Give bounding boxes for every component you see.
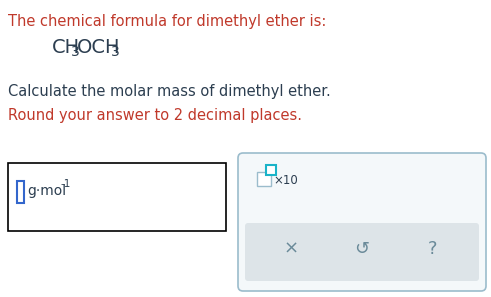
Text: -1: -1 bbox=[61, 179, 71, 189]
Text: g·mol: g·mol bbox=[27, 184, 66, 198]
Text: 3: 3 bbox=[111, 45, 120, 59]
Text: Calculate the molar mass of dimethyl ether.: Calculate the molar mass of dimethyl eth… bbox=[8, 84, 331, 99]
FancyBboxPatch shape bbox=[257, 172, 271, 186]
Text: ×: × bbox=[283, 240, 299, 258]
FancyBboxPatch shape bbox=[245, 223, 479, 281]
Text: OCH: OCH bbox=[77, 38, 120, 57]
Text: ?: ? bbox=[428, 240, 438, 258]
FancyBboxPatch shape bbox=[8, 163, 226, 231]
Text: ↺: ↺ bbox=[355, 240, 370, 258]
Text: CH: CH bbox=[52, 38, 80, 57]
Text: ×10: ×10 bbox=[273, 174, 298, 187]
Text: Round your answer to 2 decimal places.: Round your answer to 2 decimal places. bbox=[8, 108, 302, 123]
FancyBboxPatch shape bbox=[17, 181, 24, 203]
FancyBboxPatch shape bbox=[266, 165, 276, 175]
Text: 3: 3 bbox=[71, 45, 80, 59]
FancyBboxPatch shape bbox=[238, 153, 486, 291]
Text: The chemical formula for dimethyl ether is:: The chemical formula for dimethyl ether … bbox=[8, 14, 327, 29]
